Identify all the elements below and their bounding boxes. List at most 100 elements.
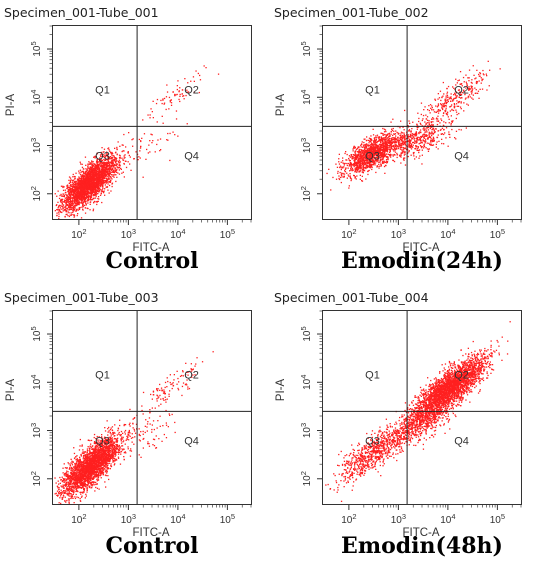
- event-dot: [61, 195, 62, 196]
- event-dot: [374, 144, 375, 145]
- event-dot: [423, 130, 424, 131]
- event-dot: [430, 104, 431, 105]
- event-dot: [86, 190, 87, 191]
- event-dot: [119, 169, 120, 170]
- event-dot: [382, 156, 383, 157]
- event-dot: [380, 150, 381, 151]
- event-dot: [413, 152, 414, 153]
- quadrant-label-q1: Q1: [95, 85, 110, 97]
- event-dot: [369, 170, 370, 171]
- event-dot: [400, 145, 401, 146]
- event-dot: [479, 80, 480, 81]
- event-dot: [476, 82, 477, 83]
- event-dot: [353, 160, 354, 161]
- event-dot: [91, 168, 92, 169]
- x-tick-label: 105: [220, 227, 235, 241]
- event-dot: [141, 138, 142, 139]
- event-dot: [449, 134, 450, 135]
- event-dot: [72, 189, 73, 190]
- event-dot: [350, 157, 351, 158]
- event-dot: [347, 165, 348, 166]
- event-dot: [386, 134, 387, 135]
- event-dot: [120, 157, 121, 158]
- event-dot: [87, 202, 88, 203]
- event-dot: [120, 168, 121, 169]
- event-dot: [98, 174, 99, 175]
- event-dot: [357, 162, 358, 163]
- event-dot: [55, 193, 56, 194]
- event-dot: [360, 175, 361, 176]
- event-dot: [445, 111, 446, 112]
- event-dot: [370, 164, 371, 165]
- event-dot: [452, 120, 453, 121]
- event-dot: [341, 169, 342, 170]
- event-dot: [378, 140, 379, 141]
- event-dot: [177, 89, 178, 90]
- event-dot: [368, 145, 369, 146]
- event-dot: [348, 176, 349, 177]
- event-dot: [360, 165, 361, 166]
- event-dot: [102, 189, 103, 190]
- event-dot: [71, 209, 72, 210]
- event-dot: [65, 216, 66, 217]
- event-dot: [80, 174, 81, 175]
- event-dot: [69, 183, 70, 184]
- event-dot: [344, 173, 345, 174]
- event-dot: [107, 190, 108, 191]
- event-dot: [114, 160, 115, 161]
- event-dot: [366, 143, 367, 144]
- event-dot: [102, 172, 103, 173]
- event-dot: [109, 192, 110, 193]
- event-dot: [355, 168, 356, 169]
- event-dot: [362, 169, 363, 170]
- event-dot: [373, 134, 374, 135]
- event-dot: [351, 158, 352, 159]
- event-dot: [427, 148, 428, 149]
- event-dot: [447, 92, 448, 93]
- event-dot: [85, 187, 86, 188]
- event-dot: [340, 172, 341, 173]
- event-dot: [358, 161, 359, 162]
- event-dot: [438, 134, 439, 135]
- event-dot: [445, 122, 446, 123]
- event-dot: [103, 175, 104, 176]
- event-dot: [76, 205, 77, 206]
- event-dot: [376, 139, 377, 140]
- event-dot: [374, 139, 375, 140]
- event-dot: [392, 130, 393, 131]
- event-dot: [72, 191, 73, 192]
- event-dot: [428, 151, 429, 152]
- event-dot: [62, 203, 63, 204]
- event-dot: [401, 137, 402, 138]
- event-dot: [77, 198, 78, 199]
- event-dot: [429, 110, 430, 111]
- event-dot: [64, 209, 65, 210]
- event-dot: [387, 140, 388, 141]
- event-dot: [460, 97, 461, 98]
- event-dot: [97, 198, 98, 199]
- event-dot: [80, 170, 81, 171]
- event-dot: [397, 137, 398, 138]
- event-dot: [104, 182, 105, 183]
- event-dot: [110, 182, 111, 183]
- event-dot: [382, 149, 383, 150]
- event-dot: [96, 201, 97, 202]
- event-dot: [442, 109, 443, 110]
- event-dot: [114, 168, 115, 169]
- event-dot: [351, 164, 352, 165]
- event-dot: [95, 194, 96, 195]
- event-dot: [394, 142, 395, 143]
- event-dot: [431, 109, 432, 110]
- event-dot: [152, 140, 153, 141]
- event-dot: [350, 160, 351, 161]
- event-dot: [180, 94, 181, 95]
- event-dot: [341, 176, 342, 177]
- event-dot: [350, 169, 351, 170]
- event-dot: [361, 150, 362, 151]
- event-dot: [157, 99, 158, 100]
- event-dot: [344, 176, 345, 177]
- event-dot: [430, 128, 431, 129]
- event-dot: [130, 156, 131, 157]
- event-dot: [78, 193, 79, 194]
- event-dot: [470, 96, 471, 97]
